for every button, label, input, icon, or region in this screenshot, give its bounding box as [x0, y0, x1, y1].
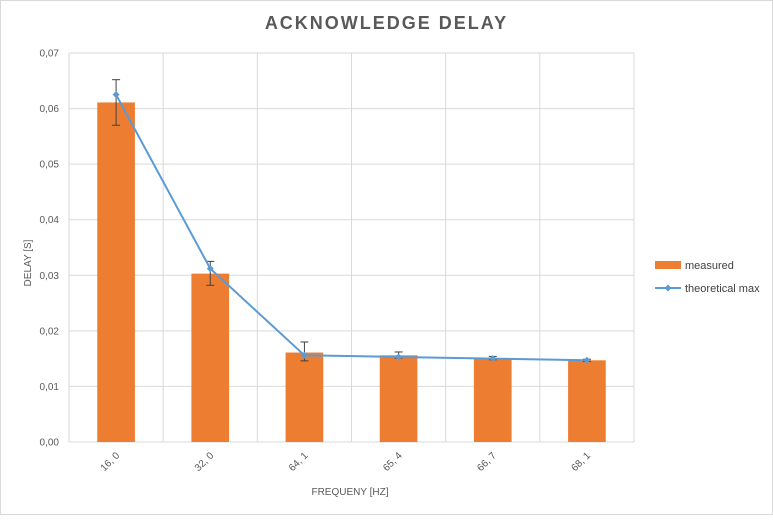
x-axis-title: FREQUENY [HZ]: [311, 487, 388, 498]
line-point-marker: [489, 355, 497, 363]
bar-measured: [568, 360, 606, 442]
bar-measured: [191, 273, 230, 442]
chart-plot: 0,00 0,01 0,02 0,03 0,04 0,05 0,06 0,07 16, 0 32,…: [23, 49, 760, 499]
y-tick-label: 0,00: [40, 438, 60, 449]
y-tick-label: 0,05: [40, 160, 60, 171]
bar-measured: [97, 102, 135, 443]
line-point-marker: [395, 353, 403, 361]
chart-frame: ACKNOWLEDGE DELAY 0,00 0,01 0,02 0,03 0,04 0,…: [0, 0, 773, 515]
y-tick-label: 0,03: [40, 271, 60, 282]
line-theoretical-max: [115, 94, 587, 362]
line-point-marker: [206, 265, 214, 273]
y-tick-label: 0,01: [40, 382, 60, 393]
legend-theoretical-marker: [664, 284, 672, 292]
legend: measured theoretical max: [655, 260, 760, 295]
y-axis-title: DELAY [S]: [23, 239, 34, 286]
line-layer: [112, 91, 591, 364]
bar-measured: [285, 352, 324, 442]
bar-layer: [97, 102, 606, 443]
x-tick-label: 32, 0: [193, 450, 217, 474]
grid-layer: [68, 52, 635, 443]
x-tick-label: 65, 4: [381, 450, 405, 474]
legend-measured-swatch: [655, 261, 681, 269]
line-point-marker: [112, 91, 120, 99]
y-tick-label: 0,06: [40, 104, 60, 115]
y-tick-label: 0,02: [40, 326, 60, 337]
x-tick-label: 64, 1: [287, 450, 311, 474]
legend-theoretical-label: theoretical max: [685, 283, 760, 295]
chart-title: ACKNOWLEDGE DELAY: [264, 13, 509, 33]
line-point-marker: [300, 351, 308, 359]
bar-measured: [379, 355, 418, 442]
x-tick-label: 16, 0: [99, 450, 123, 474]
x-tick-label: 66, 7: [475, 450, 499, 474]
y-tick-label: 0,04: [40, 215, 60, 226]
line-point-marker: [583, 356, 591, 364]
x-tick-label: 68, 1: [570, 450, 594, 474]
y-tick-label: 0,07: [40, 49, 60, 60]
legend-measured-label: measured: [685, 260, 734, 272]
bar-measured: [473, 358, 512, 442]
